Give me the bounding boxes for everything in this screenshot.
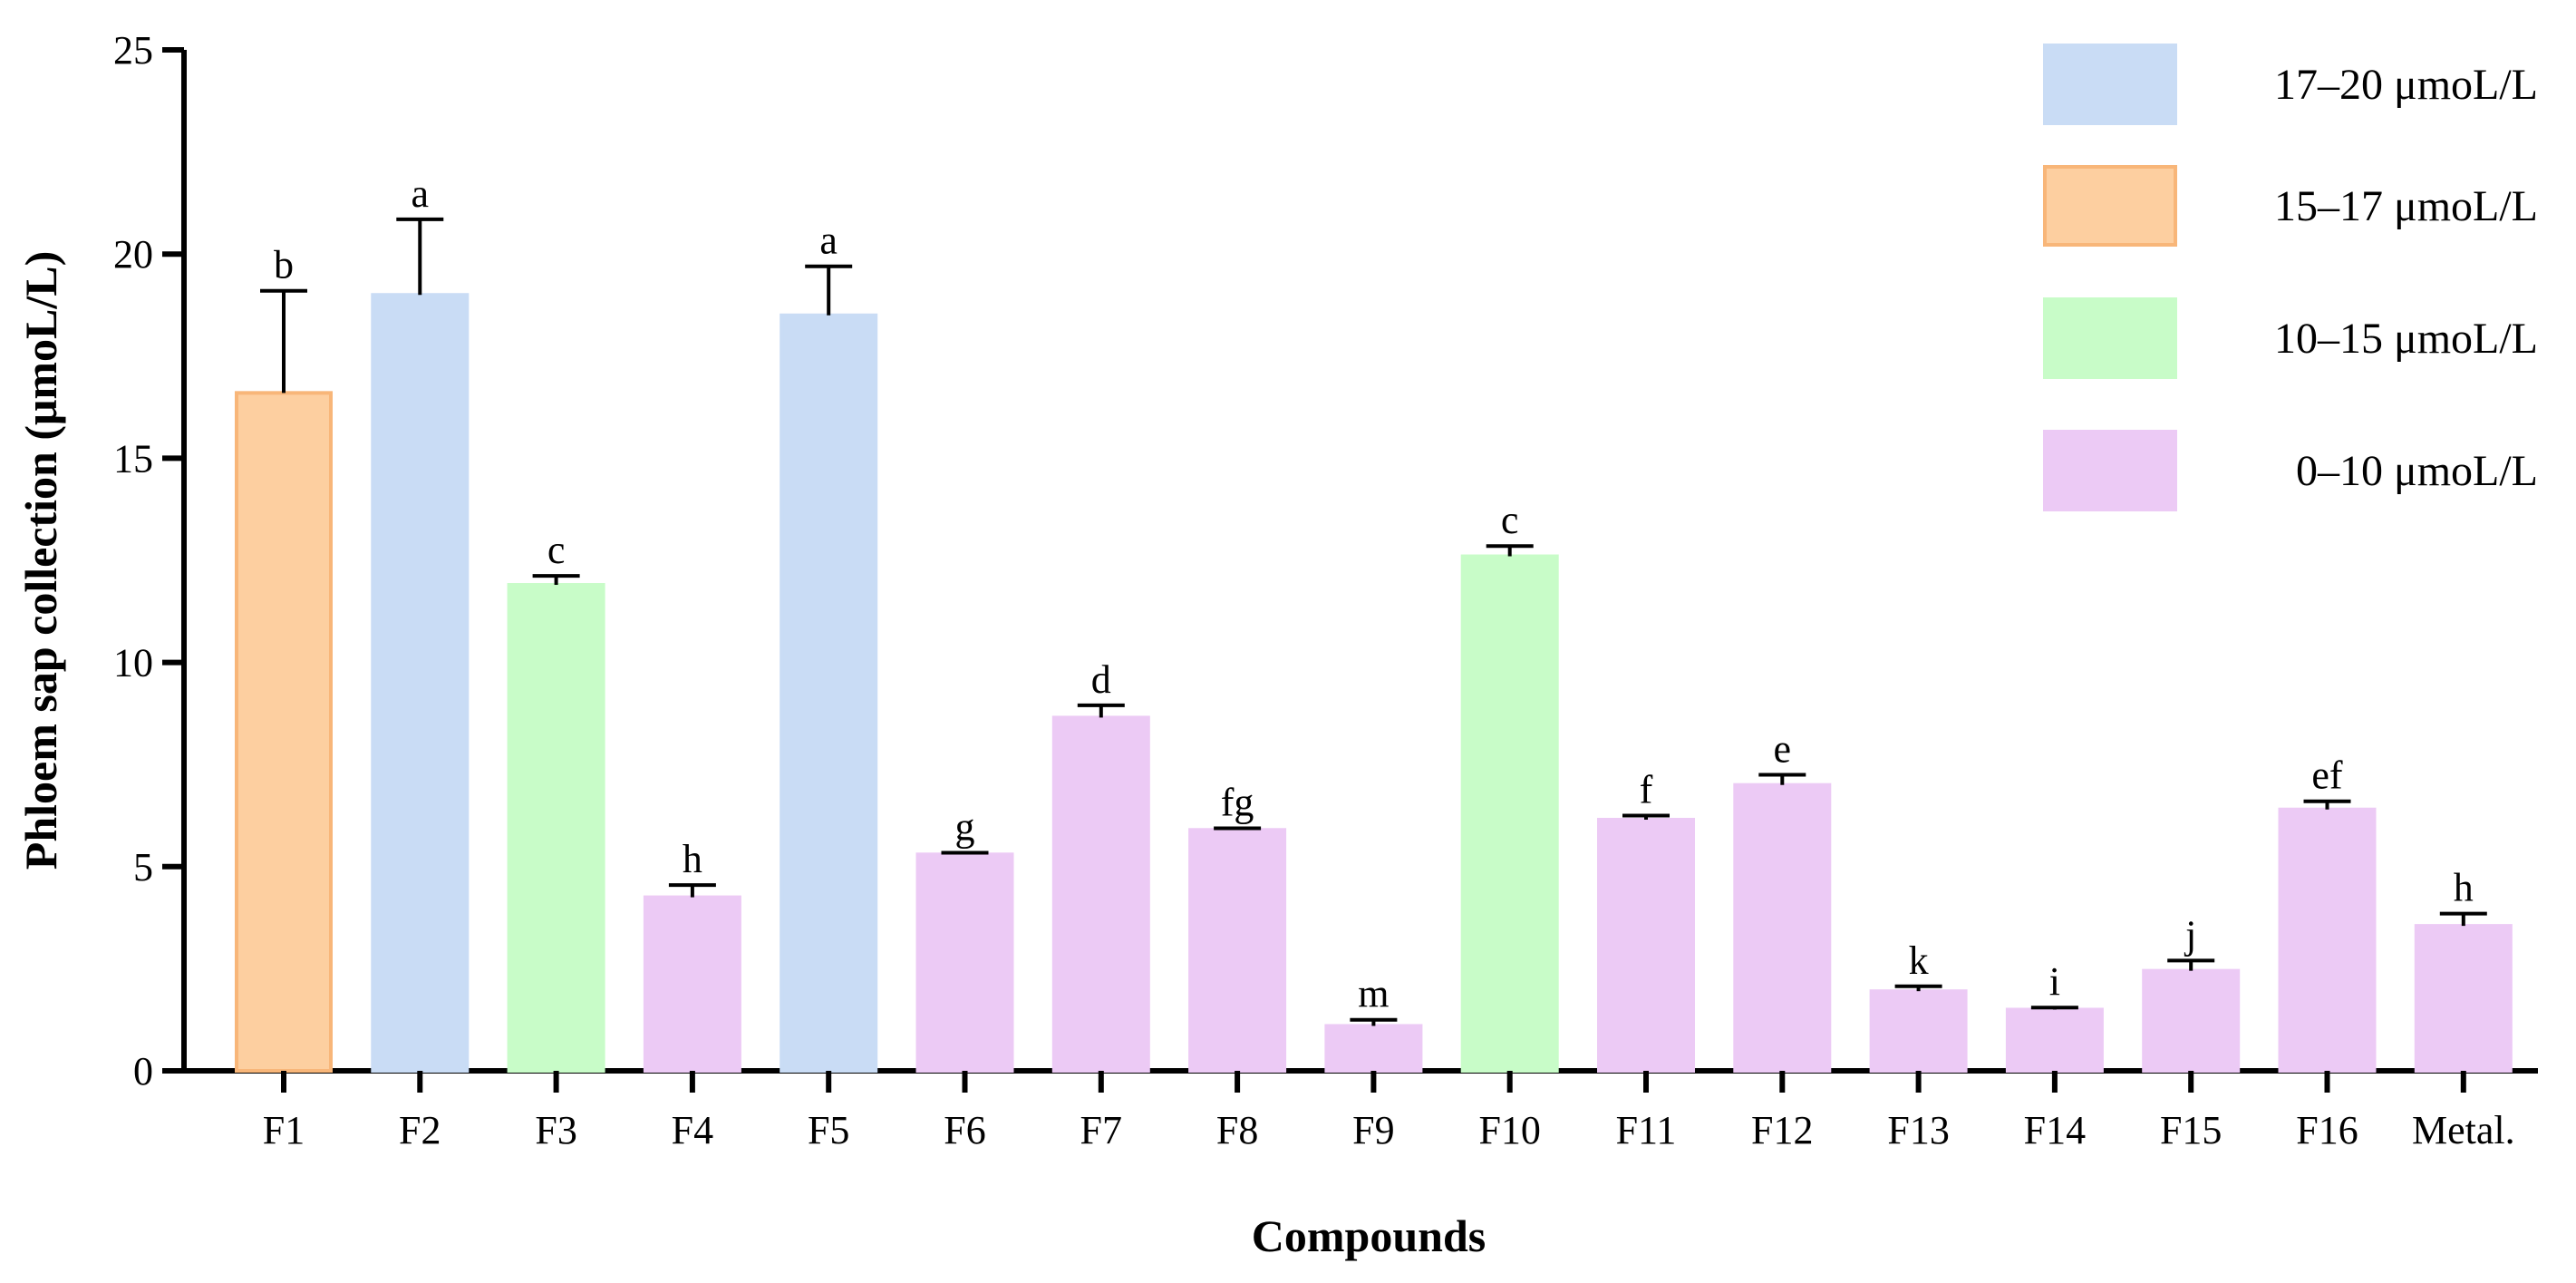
bars [235, 293, 2513, 1074]
x-tick-label: F6 [944, 1108, 985, 1152]
legend-swatch [2043, 44, 2177, 125]
x-tick-label: F4 [672, 1108, 713, 1152]
x-tick-label: F12 [1751, 1108, 1813, 1152]
bar-f11 [1597, 818, 1695, 1074]
bar-f10 [1460, 554, 1559, 1073]
y-tick-label: 20 [113, 232, 153, 277]
significance-label: i [2049, 959, 2060, 1004]
significance-label: c [1501, 498, 1519, 542]
bar-f3 [507, 583, 605, 1073]
significance-label: h [683, 837, 702, 881]
x-tick-label: F2 [399, 1108, 441, 1152]
legend-swatch [2043, 165, 2177, 247]
error-bars [260, 217, 2487, 1026]
significance-labels: b a c h a g d fg m c f e k i j ef h [274, 171, 2474, 1016]
y-tick-label: 25 [113, 28, 153, 73]
x-axis-title: Compounds [1252, 1210, 1486, 1261]
significance-label: k [1909, 938, 1929, 983]
bar-f2 [371, 293, 470, 1073]
x-tick-label: F9 [1352, 1108, 1394, 1152]
x-tick-label: F16 [2296, 1108, 2358, 1152]
x-tick-label: F11 [1616, 1108, 1677, 1152]
bar-f12 [1733, 782, 1832, 1073]
legend: 17–20 μmoL/L 15–17 μmoL/L 10–15 μmoL/L 0–10… [2043, 44, 2538, 511]
y-ticks: 0 5 10 15 20 25 [113, 28, 184, 1093]
significance-label: ef [2311, 753, 2343, 798]
legend-label: 0–10 μmoL/L [2296, 447, 2538, 495]
x-tick-label: F15 [2160, 1108, 2222, 1152]
y-tick-label: 15 [113, 436, 153, 481]
legend-label: 15–17 μmoL/L [2274, 182, 2538, 230]
bar-f15 [2142, 968, 2241, 1073]
bar-f8 [1188, 828, 1287, 1073]
bar-f6 [915, 852, 1014, 1074]
x-tick-label: Metal. [2412, 1108, 2515, 1152]
bar-f14 [2005, 1007, 2104, 1073]
y-tick-label: 10 [113, 641, 153, 685]
legend-swatch [2043, 430, 2177, 511]
significance-label: m [1358, 972, 1389, 1016]
bar-f1 [235, 391, 333, 1073]
significance-label: j [2184, 912, 2196, 957]
x-tick-label: F10 [1478, 1108, 1540, 1152]
legend-label: 10–15 μmoL/L [2274, 315, 2538, 363]
significance-label: d [1091, 657, 1111, 702]
significance-label: c [547, 528, 566, 572]
x-tick-label: F7 [1080, 1108, 1122, 1152]
x-tick-label: F3 [535, 1108, 576, 1152]
x-tick-label: F8 [1216, 1108, 1258, 1152]
x-tick-label: F1 [263, 1108, 305, 1152]
significance-label: e [1774, 726, 1792, 771]
x-tick-label: F5 [808, 1108, 849, 1152]
bar-f7 [1051, 715, 1150, 1073]
x-tick-label: F13 [1887, 1108, 1949, 1152]
x-tick-label: F14 [2024, 1108, 2086, 1152]
significance-label: b [274, 243, 294, 287]
significance-label: g [955, 804, 975, 849]
significance-label: fg [1221, 780, 1254, 824]
bar-f4 [643, 895, 741, 1074]
bar-f13 [1869, 989, 1968, 1073]
significance-label: a [412, 171, 430, 216]
bar-f5 [780, 313, 878, 1073]
legend-swatch [2043, 297, 2177, 379]
significance-label: f [1640, 768, 1653, 812]
x-ticks: F1 F2 F3 F4 F5 F6 F7 F8 F9 F10 F11 F12 F13 F14 F15 F16 M… [263, 1071, 2515, 1152]
y-tick-label: 0 [133, 1049, 153, 1093]
significance-label: a [819, 219, 838, 263]
bar-f9 [1324, 1024, 1423, 1074]
bar-f16 [2278, 807, 2377, 1074]
y-axis-title: Phloem sap collection (μmoL/L) [15, 251, 66, 870]
y-tick-label: 5 [133, 845, 153, 889]
legend-label: 17–20 μmoL/L [2274, 61, 2538, 109]
significance-label: h [2454, 866, 2474, 910]
bar-metal [2414, 924, 2513, 1073]
